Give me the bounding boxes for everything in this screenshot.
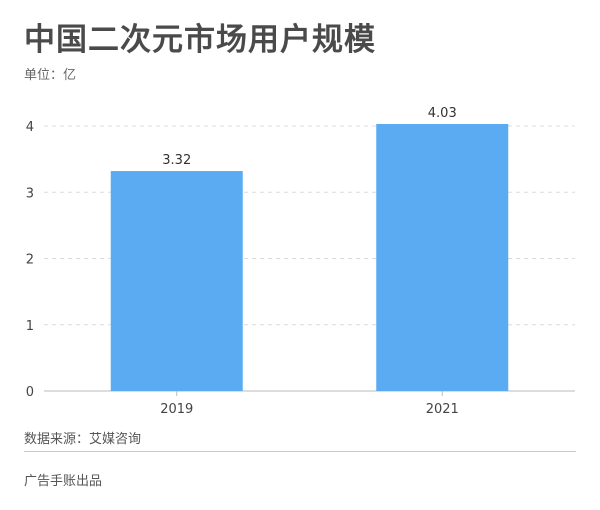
- data-label: 4.03: [428, 106, 457, 121]
- data-label: 3.32: [162, 153, 191, 168]
- footer-divider: [24, 451, 576, 452]
- chart-title: 中国二次元市场用户规模: [24, 22, 376, 58]
- bar: [110, 171, 243, 391]
- bar-chart: 0 1 2 3 4 3.32 2019 4.03 2021: [26, 106, 575, 417]
- y-tick-label: 0: [26, 385, 34, 400]
- unit-label: 单位：亿: [24, 68, 77, 83]
- footer-credit: 广告手账出品: [24, 474, 103, 489]
- bar: [376, 124, 509, 391]
- x-tick-label: 2019: [160, 402, 193, 417]
- x-tick-label: 2021: [426, 402, 459, 417]
- y-tick-label: 1: [26, 319, 34, 334]
- data-source: 数据来源：艾媒咨询: [24, 432, 142, 447]
- y-tick-label: 4: [26, 120, 34, 135]
- y-tick-label: 3: [26, 186, 34, 201]
- y-tick-label: 2: [26, 253, 34, 268]
